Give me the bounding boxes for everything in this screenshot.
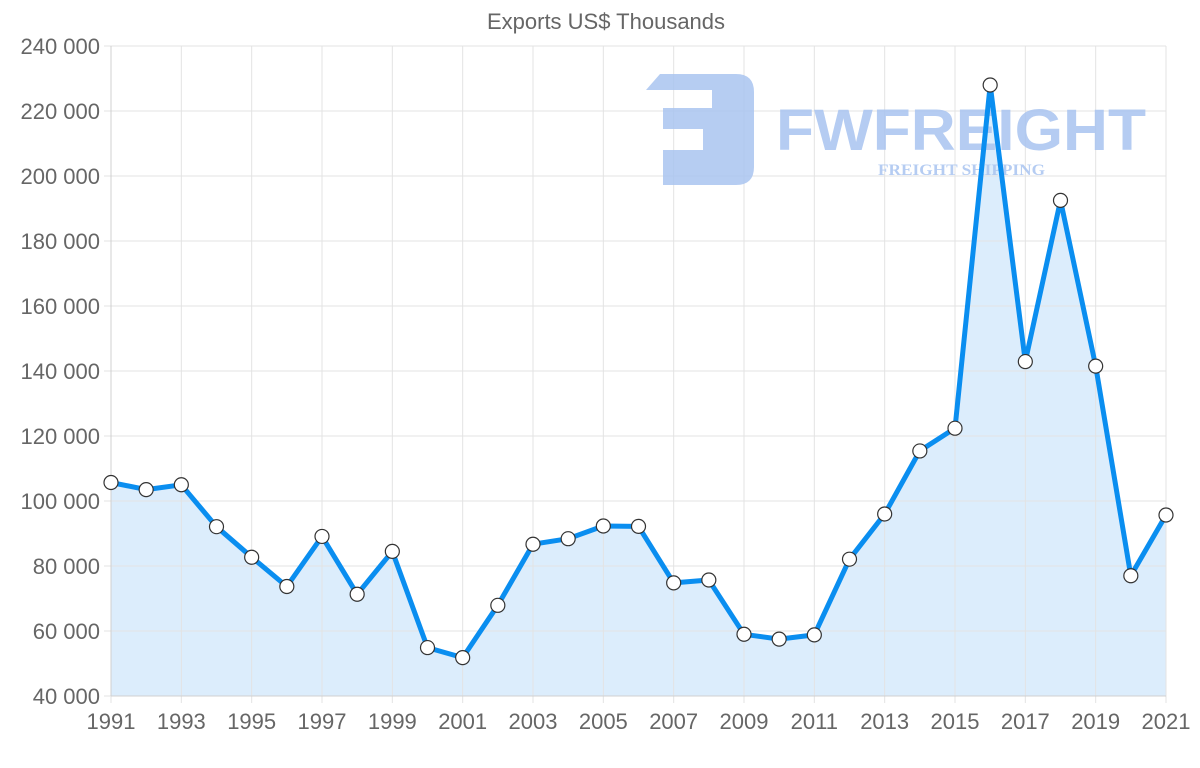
- x-tick-label: 2001: [438, 709, 487, 734]
- x-tick-label: 2007: [649, 709, 698, 734]
- y-tick-label: 40 000: [33, 684, 100, 709]
- watermark-brand-text: FWFREIGHT: [776, 98, 1146, 163]
- data-point-2010[interactable]: [771, 631, 787, 647]
- y-tick-label: 60 000: [33, 619, 100, 644]
- y-tick-label: 120 000: [20, 424, 100, 449]
- x-tick-label: 1997: [298, 709, 347, 734]
- y-tick-label: 220 000: [20, 99, 100, 124]
- data-point-2012[interactable]: [841, 551, 858, 567]
- data-point-1993[interactable]: [173, 477, 189, 493]
- y-tick-label: 140 000: [20, 359, 100, 384]
- fwfreight-watermark-logo: FWFREIGHT FREIGHT SHIPPING: [646, 74, 1146, 185]
- x-tick-label: 2015: [931, 709, 980, 734]
- data-point-2007[interactable]: [666, 575, 682, 591]
- y-tick-label: 160 000: [20, 294, 100, 319]
- data-point-2017[interactable]: [1017, 353, 1033, 370]
- x-tick-label: 1993: [157, 709, 206, 734]
- data-point-2006[interactable]: [630, 518, 647, 534]
- watermark-tagline-text: FREIGHT SHIPPING: [878, 162, 1046, 179]
- data-point-2019[interactable]: [1088, 358, 1104, 374]
- data-point-2011[interactable]: [806, 627, 822, 643]
- data-point-2009[interactable]: [736, 626, 752, 642]
- data-point-2005[interactable]: [595, 518, 611, 534]
- data-point-2021[interactable]: [1158, 507, 1174, 523]
- data-point-1999[interactable]: [384, 543, 400, 559]
- x-tick-label: 2005: [579, 709, 628, 734]
- x-tick-label: 2011: [791, 709, 838, 734]
- data-point-1992[interactable]: [138, 482, 154, 498]
- x-tick-label: 1999: [368, 709, 417, 734]
- data-point-1998[interactable]: [349, 586, 365, 602]
- x-tick-label: 2017: [1001, 709, 1050, 734]
- x-tick-label: 2013: [860, 709, 909, 734]
- x-tick-label: 2021: [1142, 709, 1191, 734]
- data-point-2018[interactable]: [1052, 192, 1069, 208]
- data-point-2020[interactable]: [1123, 568, 1139, 584]
- y-tick-label: 240 000: [20, 34, 100, 59]
- data-point-1994[interactable]: [208, 519, 225, 535]
- data-point-1991[interactable]: [103, 474, 119, 491]
- data-point-2003[interactable]: [525, 536, 541, 552]
- data-point-2016[interactable]: [982, 77, 998, 93]
- data-point-1995[interactable]: [244, 549, 260, 565]
- y-tick-label: 200 000: [20, 164, 100, 189]
- data-point-2008[interactable]: [701, 572, 717, 588]
- fwfreight-logo-icon: [646, 74, 754, 185]
- data-point-2013[interactable]: [877, 506, 893, 522]
- data-point-markers: [103, 77, 1174, 666]
- data-point-2004[interactable]: [560, 531, 576, 547]
- x-axis-labels: 1991 1993 1995 1997 1999 2001 2003 2005 2007 2009…: [87, 709, 1191, 734]
- x-tick-label: 1991: [87, 709, 136, 734]
- y-tick-label: 80 000: [33, 554, 100, 579]
- x-tick-label: 2003: [509, 709, 558, 734]
- y-tick-label: 100 000: [20, 489, 100, 514]
- x-tick-label: 1995: [227, 709, 276, 734]
- data-point-2000[interactable]: [419, 639, 436, 656]
- data-point-1997[interactable]: [314, 528, 330, 545]
- data-point-2015[interactable]: [947, 420, 963, 436]
- y-tick-label: 180 000: [20, 229, 100, 254]
- data-point-2001[interactable]: [455, 650, 471, 666]
- y-axis-labels: 240 000 220 000 200 000 180 000 160 000 140 0…: [20, 34, 100, 709]
- chart-title: Exports US$ Thousands: [487, 9, 725, 34]
- x-tick-label: 2009: [720, 709, 769, 734]
- data-point-2002[interactable]: [490, 597, 506, 613]
- series-area-fill: [111, 85, 1166, 696]
- data-point-2014[interactable]: [912, 443, 928, 459]
- data-point-1996[interactable]: [279, 578, 295, 595]
- grid-lines: [104, 45, 1167, 703]
- x-tick-label: 2019: [1071, 709, 1120, 734]
